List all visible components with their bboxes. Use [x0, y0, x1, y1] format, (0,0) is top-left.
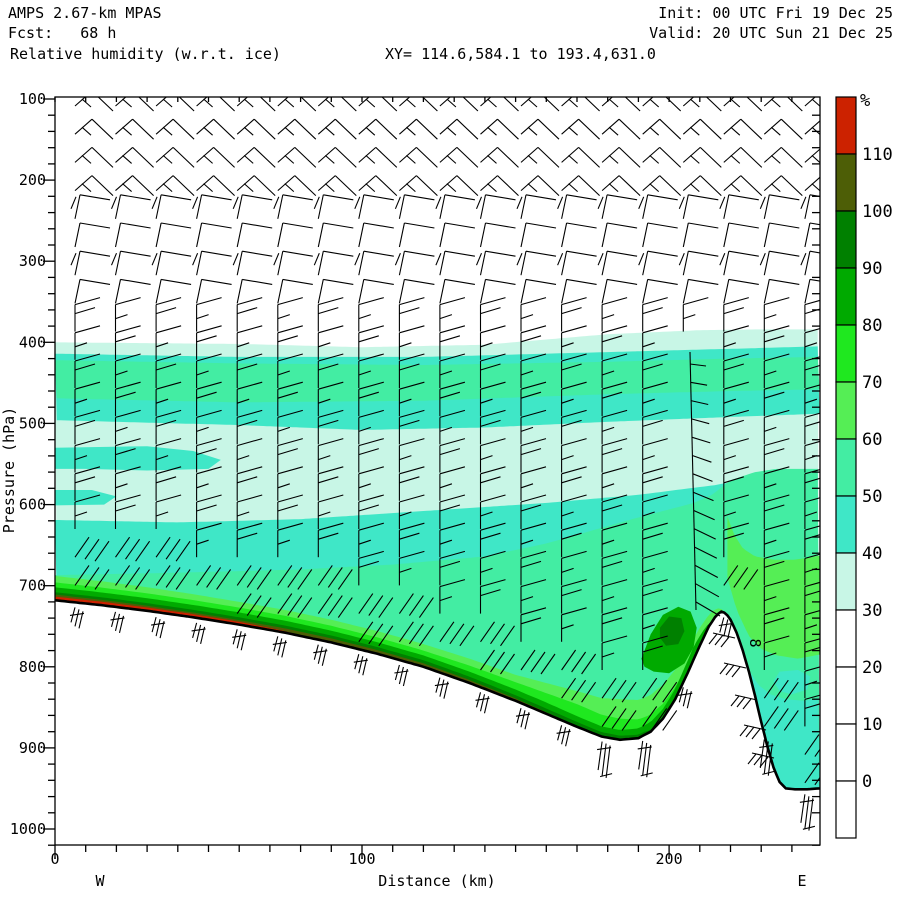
colorbar-segment: [835, 324, 857, 383]
svg-text:400: 400: [19, 333, 46, 351]
svg-text:110: 110: [862, 145, 893, 165]
svg-text:1000: 1000: [10, 820, 46, 838]
svg-text:40: 40: [862, 544, 882, 564]
svg-text:900: 900: [19, 739, 46, 757]
svg-text:60: 60: [862, 430, 882, 450]
svg-text:E: E: [797, 872, 806, 890]
svg-text:200: 200: [19, 171, 46, 189]
svg-text:20: 20: [862, 658, 882, 678]
svg-text:Distance (km): Distance (km): [378, 872, 495, 890]
colorbar-segment: [835, 609, 857, 668]
colorbar-segment: [835, 780, 857, 839]
svg-text:600: 600: [19, 496, 46, 514]
svg-text:300: 300: [19, 252, 46, 270]
svg-text:%: %: [860, 91, 870, 111]
colorbar-segment: [835, 96, 857, 155]
contour-label: 8: [746, 638, 764, 647]
humidity-field: [55, 329, 820, 845]
svg-text:200: 200: [656, 850, 683, 868]
field-title: Relative humidity (w.r.t. ice): [10, 45, 281, 63]
below-terrain-mask: [55, 600, 820, 845]
svg-text:80: 80: [862, 316, 882, 336]
svg-text:Pressure (hPa): Pressure (hPa): [0, 407, 18, 533]
cross-section-coordinates: XY= 114.6,584.1 to 193.4,631.0: [385, 45, 656, 63]
rh-band-60-70: [727, 516, 820, 659]
init-time: Init: 00 UTC Fri 19 Dec 25: [658, 4, 893, 22]
terrain-outline: [55, 599, 820, 791]
svg-text:W: W: [95, 872, 105, 890]
colorbar-segment: [835, 666, 857, 725]
svg-text:50: 50: [862, 487, 882, 507]
axes: [43, 96, 821, 857]
svg-text:500: 500: [19, 414, 46, 432]
colorbar-segment: [835, 552, 857, 611]
svg-text:100: 100: [348, 850, 375, 868]
colorbar-segment: [835, 438, 857, 497]
rh-band-50-60: [55, 357, 820, 403]
colorbar-segment: [835, 210, 857, 269]
svg-text:90: 90: [862, 259, 882, 279]
forecast-hour: Fcst: 68 h: [8, 24, 117, 42]
svg-text:0: 0: [862, 772, 872, 792]
valid-time: Valid: 20 UTC Sun 21 Dec 25: [649, 24, 893, 42]
svg-text:30: 30: [862, 601, 882, 621]
colorbar-segment: [835, 495, 857, 554]
svg-text:100: 100: [862, 202, 893, 222]
rh-blob-40-50: [55, 446, 221, 471]
colorbar-segment: [835, 723, 857, 782]
colorbar-segment: [835, 153, 857, 212]
svg-text:100: 100: [19, 90, 46, 108]
wind-barbs-layer: [69, 97, 820, 831]
svg-text:0: 0: [50, 850, 59, 868]
colorbar: [835, 96, 857, 839]
svg-text:800: 800: [19, 658, 46, 676]
model-title: AMPS 2.67-km MPAS: [8, 4, 162, 22]
colorbar-segment: [835, 381, 857, 440]
colorbar-segment: [835, 267, 857, 326]
rh-blob-40-50: [55, 490, 117, 506]
svg-text:10: 10: [862, 715, 882, 735]
svg-text:700: 700: [19, 577, 46, 595]
svg-text:70: 70: [862, 373, 882, 393]
rh-blob-90-100: [659, 616, 685, 646]
